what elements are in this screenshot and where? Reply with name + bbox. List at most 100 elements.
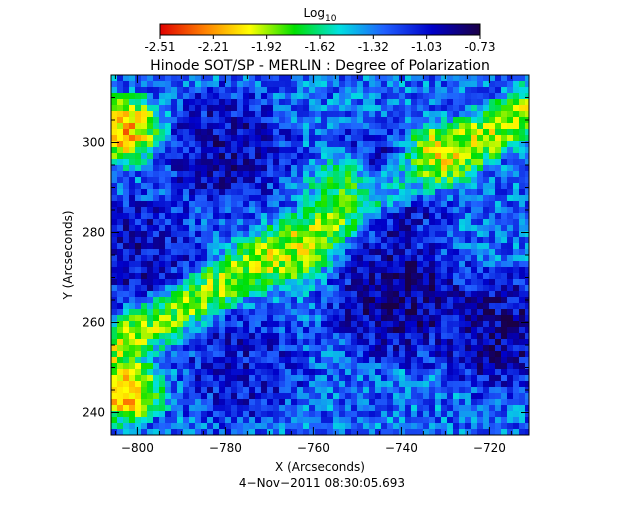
- heatmap-cell: [183, 417, 189, 423]
- heatmap-cell: [165, 195, 171, 201]
- heatmap-cell: [519, 333, 525, 339]
- heatmap-cell: [423, 135, 429, 141]
- heatmap-cell: [363, 147, 369, 153]
- heatmap-cell: [147, 87, 153, 93]
- heatmap-cell: [399, 285, 405, 291]
- heatmap-cell: [123, 429, 129, 435]
- heatmap-cell: [213, 333, 219, 339]
- heatmap-cell: [111, 171, 117, 177]
- heatmap-cell: [237, 117, 243, 123]
- heatmap-cell: [369, 135, 375, 141]
- heatmap-cell: [441, 405, 447, 411]
- heatmap-cell: [237, 297, 243, 303]
- heatmap-cell: [435, 387, 441, 393]
- heatmap-cell: [321, 255, 327, 261]
- heatmap-cell: [399, 117, 405, 123]
- heatmap-cell: [297, 165, 303, 171]
- heatmap-cell: [297, 375, 303, 381]
- heatmap-cell: [219, 267, 225, 273]
- heatmap-cell: [171, 417, 177, 423]
- heatmap-cell: [411, 291, 417, 297]
- heatmap-cell: [141, 141, 147, 147]
- heatmap-cell: [429, 273, 435, 279]
- heatmap-cell: [183, 225, 189, 231]
- heatmap-cell: [459, 111, 465, 117]
- heatmap-cell: [363, 333, 369, 339]
- heatmap-cell: [333, 171, 339, 177]
- heatmap-cell: [369, 165, 375, 171]
- heatmap-cell: [345, 165, 351, 171]
- heatmap-cell: [297, 297, 303, 303]
- heatmap-cell: [501, 135, 507, 141]
- heatmap-cell: [321, 381, 327, 387]
- heatmap-cell: [303, 345, 309, 351]
- heatmap-cell: [453, 225, 459, 231]
- heatmap-cell: [519, 153, 525, 159]
- heatmap-cell: [111, 405, 117, 411]
- heatmap-cell: [321, 237, 327, 243]
- heatmap-cell: [195, 207, 201, 213]
- heatmap-cell: [501, 189, 507, 195]
- heatmap-cell: [273, 267, 279, 273]
- heatmap-cell: [285, 201, 291, 207]
- heatmap-cell: [345, 387, 351, 393]
- heatmap-cell: [471, 129, 477, 135]
- heatmap-cell: [351, 111, 357, 117]
- heatmap-cell: [513, 111, 519, 117]
- heatmap-cell: [423, 153, 429, 159]
- heatmap-cell: [345, 399, 351, 405]
- heatmap-cell: [237, 423, 243, 429]
- heatmap-cell: [369, 207, 375, 213]
- heatmap-cell: [135, 195, 141, 201]
- heatmap-cell: [327, 183, 333, 189]
- heatmap-cell: [465, 117, 471, 123]
- heatmap-cell: [225, 87, 231, 93]
- heatmap-cell: [177, 249, 183, 255]
- heatmap-cell: [525, 219, 529, 225]
- heatmap-cell: [195, 135, 201, 141]
- heatmap-cell: [195, 279, 201, 285]
- heatmap-cell: [285, 249, 291, 255]
- heatmap-cell: [405, 255, 411, 261]
- heatmap-cell: [369, 333, 375, 339]
- heatmap-cell: [381, 123, 387, 129]
- heatmap-cell: [285, 303, 291, 309]
- heatmap-cell: [189, 423, 195, 429]
- colorbar-label-sub: 10: [325, 14, 337, 24]
- heatmap-cell: [189, 393, 195, 399]
- heatmap-cell: [471, 141, 477, 147]
- heatmap-cell: [135, 411, 141, 417]
- heatmap-cell: [177, 195, 183, 201]
- heatmap-cell: [513, 255, 519, 261]
- heatmap-cell: [393, 381, 399, 387]
- heatmap-cell: [423, 285, 429, 291]
- heatmap-cell: [477, 183, 483, 189]
- heatmap-cell: [243, 411, 249, 417]
- heatmap-cell: [495, 135, 501, 141]
- heatmap-cell: [201, 177, 207, 183]
- heatmap-cell: [315, 375, 321, 381]
- heatmap-cell: [375, 195, 381, 201]
- heatmap-cell: [267, 189, 273, 195]
- heatmap-cell: [321, 279, 327, 285]
- heatmap-cell: [231, 153, 237, 159]
- heatmap-cell: [315, 81, 321, 87]
- heatmap-cell: [201, 165, 207, 171]
- heatmap-cell: [417, 117, 423, 123]
- heatmap-cell: [429, 141, 435, 147]
- heatmap-cell: [231, 393, 237, 399]
- heatmap-cell: [459, 363, 465, 369]
- heatmap-cell: [375, 117, 381, 123]
- heatmap-cell: [279, 81, 285, 87]
- heatmap-cell: [171, 351, 177, 357]
- heatmap-cell: [453, 141, 459, 147]
- heatmap-cell: [333, 93, 339, 99]
- heatmap-cell: [345, 333, 351, 339]
- heatmap-cell: [267, 255, 273, 261]
- heatmap-cell: [255, 237, 261, 243]
- heatmap-cell: [183, 249, 189, 255]
- heatmap-cell: [309, 279, 315, 285]
- heatmap-cell: [399, 213, 405, 219]
- heatmap-cell: [357, 267, 363, 273]
- heatmap-cell: [231, 351, 237, 357]
